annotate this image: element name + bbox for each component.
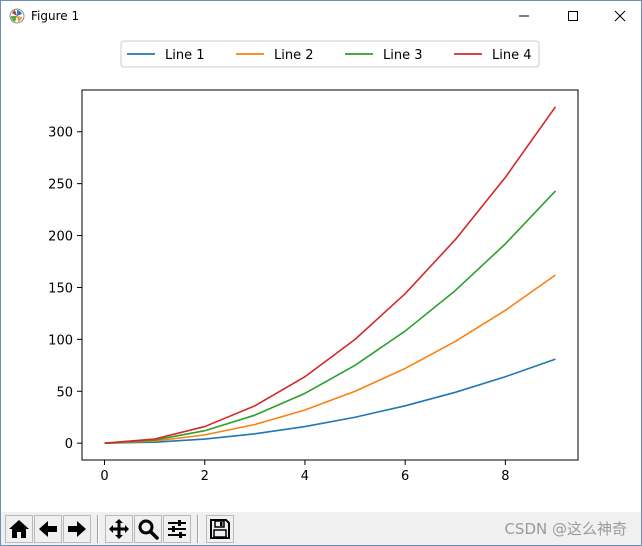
configure-subplots-button[interactable] <box>163 515 191 543</box>
maximize-button[interactable] <box>550 1 596 31</box>
y-tick-label: 200 <box>48 230 73 245</box>
legend-label-1: Line 1 <box>165 48 205 63</box>
x-tick-label: 6 <box>401 469 409 484</box>
series-line-2 <box>104 274 556 444</box>
x-tick-label: 0 <box>100 469 108 484</box>
minimize-icon <box>519 15 529 17</box>
x-tick-label: 8 <box>501 469 509 484</box>
series-line-4 <box>104 106 557 444</box>
y-tick-label: 300 <box>48 126 73 141</box>
sliders-icon <box>168 520 186 538</box>
x-tick-label: 4 <box>301 469 309 484</box>
y-tick-label: 150 <box>48 281 73 296</box>
home-icon <box>9 520 29 538</box>
close-button[interactable] <box>597 1 642 31</box>
y-tick-label: 250 <box>48 178 73 193</box>
toolbar-separator <box>97 515 99 543</box>
move-icon <box>109 519 129 539</box>
y-tick-label: 50 <box>56 385 73 400</box>
series-line-1 <box>104 358 556 444</box>
window-title: Figure 1 <box>31 9 80 23</box>
line-chart: 0 2 4 6 8 0 50 100 150 200 250 300 Line 1 Line 2 Line… <box>48 40 579 484</box>
watermark-text: CSDN @这么神奇 <box>504 520 627 538</box>
maximize-icon <box>568 11 578 21</box>
x-tick-label: 2 <box>201 469 209 484</box>
forward-button[interactable] <box>63 515 91 543</box>
navigation-toolbar: CSDN @这么神奇 <box>1 512 641 545</box>
y-tick-label: 100 <box>48 333 73 348</box>
title-bar[interactable]: Figure 1 <box>1 1 641 31</box>
magnifier-icon <box>138 519 159 540</box>
axes-frame <box>81 89 579 461</box>
toolbar-separator <box>197 515 199 543</box>
legend-box <box>120 40 540 68</box>
close-icon <box>614 10 626 22</box>
legend-label-3: Line 3 <box>383 48 423 63</box>
matplotlib-logo-icon <box>9 8 25 24</box>
pan-button[interactable] <box>105 515 133 543</box>
floppy-disk-icon <box>210 519 230 539</box>
figure-canvas[interactable]: 0 2 4 6 8 0 50 100 150 200 250 300 Line 1 Line 2 Line… <box>1 31 641 512</box>
legend-label-2: Line 2 <box>274 48 314 63</box>
minimize-button[interactable] <box>501 1 547 31</box>
series-line-3 <box>104 190 557 444</box>
save-button[interactable] <box>206 515 234 543</box>
home-button[interactable] <box>5 515 33 543</box>
legend-label-4: Line 4 <box>492 48 532 63</box>
arrow-right-icon <box>68 521 86 537</box>
zoom-button[interactable] <box>134 515 162 543</box>
y-tick-label: 0 <box>65 437 73 452</box>
back-button[interactable] <box>34 515 62 543</box>
arrow-left-icon <box>39 521 57 537</box>
